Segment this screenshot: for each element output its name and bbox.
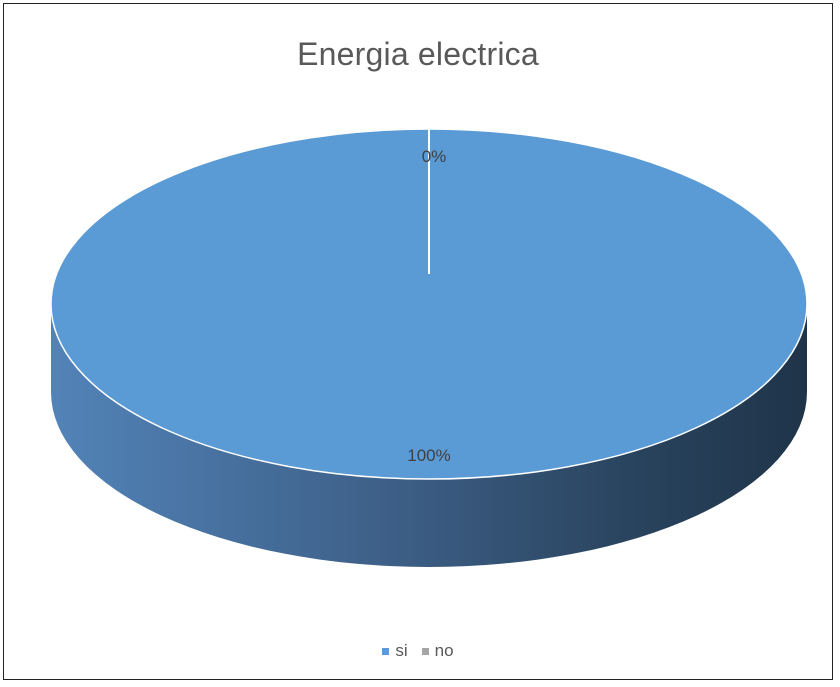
legend-label-si: si: [395, 641, 408, 660]
pie-slice-si: [51, 129, 807, 479]
legend-item-si: si: [382, 641, 408, 661]
legend-label-no: no: [434, 641, 454, 660]
legend-swatch-no: [421, 647, 429, 655]
data-label-si: 100%: [407, 446, 450, 465]
chart-title: Energia electrica: [297, 36, 539, 72]
data-label-no: 0%: [422, 147, 447, 166]
chart-frame: Energia electrica 100% 0% si no: [3, 3, 833, 680]
pie-chart: 100% 0%: [50, 128, 808, 567]
legend-item-no: no: [421, 641, 454, 661]
legend-swatch-si: [382, 647, 390, 655]
pie-side-wall: [51, 304, 807, 567]
legend: si no: [4, 641, 832, 661]
